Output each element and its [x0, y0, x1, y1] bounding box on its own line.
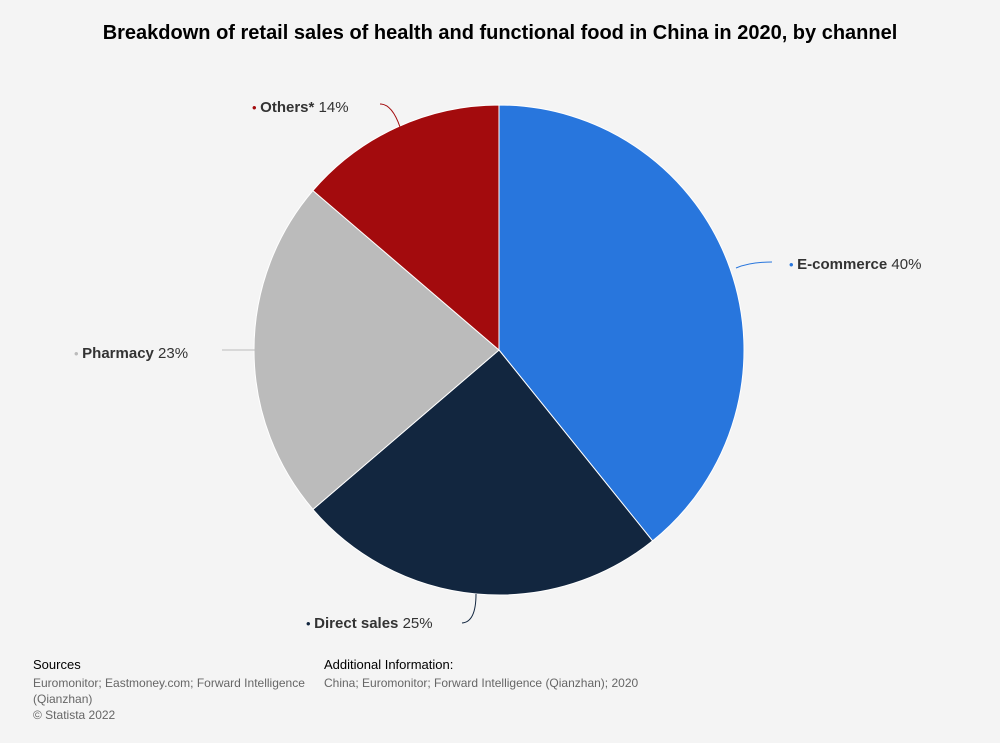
- pie-slice-direct-sales[interactable]: [312, 349, 654, 596]
- copyright[interactable]: © Statista 2022: [33, 708, 116, 722]
- label-bullet: •: [252, 100, 260, 115]
- slice-name: Direct sales: [314, 615, 398, 632]
- slice-label: • Direct sales 25%: [306, 615, 433, 632]
- pie-chart: • E-commerce 40%• Direct sales 25%• Phar…: [74, 99, 921, 632]
- sources-label: Sources: [33, 657, 81, 672]
- label-bullet: •: [306, 616, 314, 631]
- slice-value: 23%: [154, 345, 188, 362]
- sources-block: Sources Euromonitor; Eastmoney.com; Forw…: [33, 657, 318, 723]
- label-bullet: •: [789, 257, 797, 272]
- slice-label: • Others* 14%: [252, 99, 349, 116]
- slice-name: Others*: [260, 99, 314, 116]
- slice-value: 40%: [887, 256, 921, 273]
- slice-name: E-commerce: [797, 256, 887, 273]
- slice-value: 14%: [314, 99, 348, 116]
- slice-label: • Pharmacy 23%: [74, 345, 188, 362]
- chart-title: Breakdown of retail sales of health and …: [102, 22, 898, 44]
- label-connector: [379, 103, 401, 128]
- sources-text: Euromonitor; Eastmoney.com; Forward Inte…: [33, 676, 305, 706]
- label-connector: [461, 593, 477, 624]
- pie-slice-e-commerce[interactable]: [498, 104, 745, 542]
- pie-slice-others[interactable]: [312, 104, 500, 352]
- additional-info-label[interactable]: Additional Information:: [324, 657, 454, 672]
- slice-label: • E-commerce 40%: [789, 256, 921, 273]
- slice-value: 25%: [398, 615, 432, 632]
- additional-info-block: Additional Information: China; Euromonit…: [324, 657, 684, 691]
- label-connector: [735, 261, 773, 269]
- label-bullet: •: [74, 346, 82, 361]
- additional-info-text: China; Euromonitor; Forward Intelligence…: [324, 676, 639, 690]
- slice-name: Pharmacy: [82, 345, 154, 362]
